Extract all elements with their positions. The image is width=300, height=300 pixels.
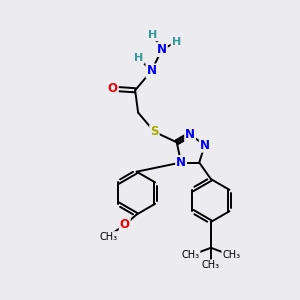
Text: N: N (176, 156, 186, 169)
Text: N: N (200, 139, 210, 152)
Text: O: O (108, 82, 118, 95)
Text: N: N (157, 43, 167, 56)
Text: H: H (148, 30, 158, 40)
Text: H: H (134, 53, 144, 64)
Text: H: H (172, 37, 181, 47)
Text: CH₃: CH₃ (100, 232, 118, 242)
Text: S: S (150, 125, 159, 138)
Text: CH₃: CH₃ (222, 250, 240, 260)
Text: N: N (146, 64, 157, 77)
Text: CH₃: CH₃ (182, 250, 200, 260)
Text: O: O (120, 218, 130, 231)
Text: CH₃: CH₃ (202, 260, 220, 270)
Text: N: N (185, 128, 195, 141)
